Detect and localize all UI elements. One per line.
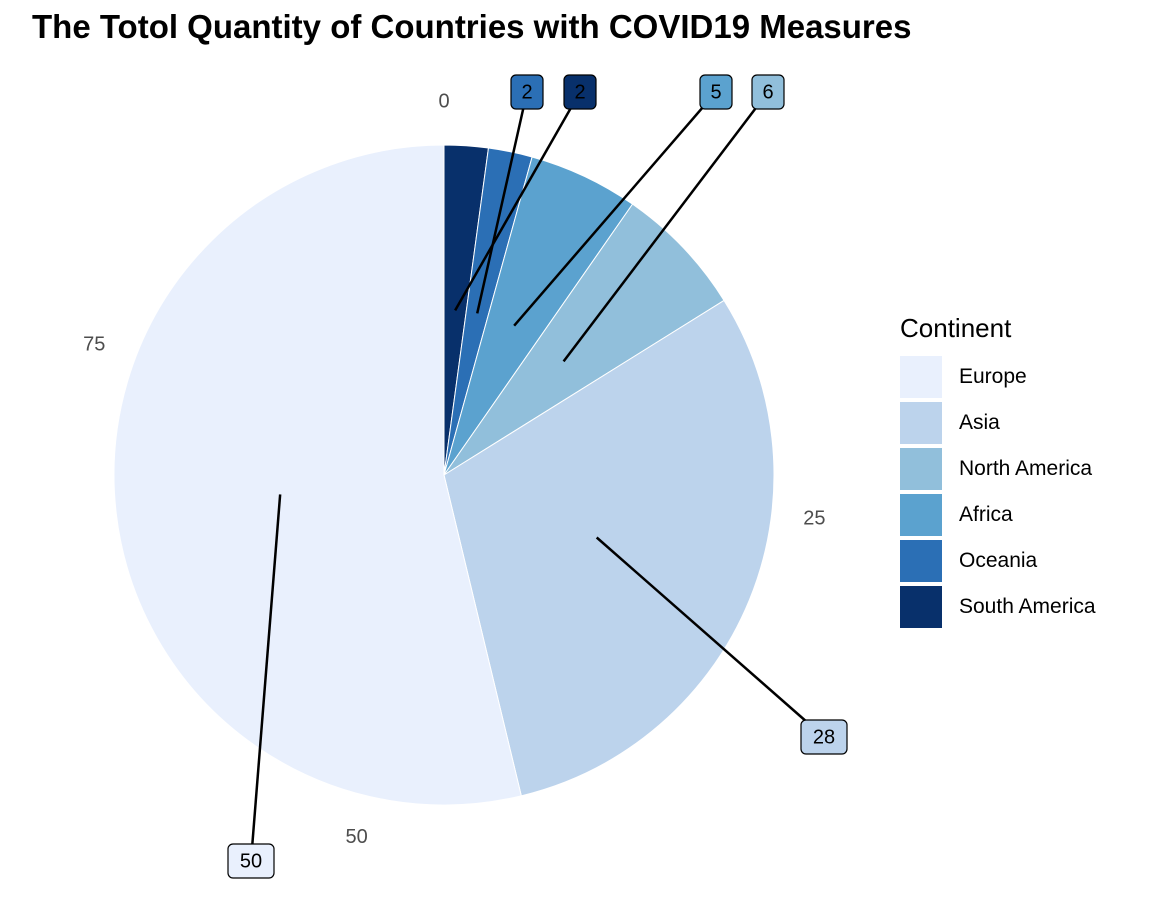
- legend-swatch: [900, 494, 942, 536]
- data-label-europe: 50: [227, 843, 275, 879]
- leader-line-asia: [595, 536, 825, 738]
- legend-swatch: [900, 540, 942, 582]
- data-label-value: 28: [813, 726, 835, 748]
- angle-ticks: 0 25 50 75: [83, 90, 825, 848]
- data-label-value: 2: [574, 81, 585, 103]
- data-label-africa: 5: [699, 74, 733, 110]
- data-label-box: [227, 843, 275, 879]
- pie-slice-north-america: [443, 203, 725, 476]
- legend-label: Africa: [959, 503, 1013, 526]
- legend-item-asia: Asia: [900, 400, 1096, 446]
- angle-tick: 75: [83, 334, 105, 356]
- legend-item-south-america: South America: [900, 584, 1096, 630]
- data-label-value: 5: [710, 81, 721, 103]
- leader-line-africa: [513, 91, 717, 327]
- angle-tick: 0: [438, 90, 449, 112]
- legend-title: Continent: [900, 313, 1012, 343]
- legend-label: Oceania: [959, 549, 1038, 572]
- label-leaders: [249, 91, 825, 862]
- legend-label: Europe: [959, 365, 1027, 388]
- legend-label: Asia: [959, 411, 1000, 434]
- legend-item-north-america: North America: [900, 446, 1096, 492]
- legend-items: Europe Asia North America Africa Oceania Sout…: [900, 354, 1096, 630]
- legend-swatch: [900, 402, 942, 444]
- legend-item-europe: Europe: [900, 354, 1096, 400]
- data-label-oceania: 2: [510, 74, 544, 110]
- angle-tick: 25: [803, 507, 825, 529]
- data-label-box: [699, 74, 733, 110]
- leader-line-oceania: [475, 91, 529, 314]
- legend-item-oceania: Oceania: [900, 538, 1096, 584]
- data-label-value: 6: [762, 81, 773, 103]
- data-label-asia: 28: [800, 719, 848, 755]
- angle-tick: 50: [345, 826, 367, 848]
- legend: Continent Europe Asia North America Africa O…: [900, 313, 1096, 630]
- chart-title: The Totol Quantity of Countries with COV…: [32, 8, 912, 45]
- data-label-box: [751, 74, 785, 110]
- leader-line-europe: [249, 494, 282, 862]
- data-label-south-america: 2: [563, 74, 597, 110]
- legend-item-africa: Africa: [900, 492, 1096, 538]
- data-label-box: [800, 719, 848, 755]
- pie-slices: [113, 144, 775, 806]
- legend-swatch: [900, 356, 942, 398]
- legend-swatch: [900, 586, 942, 628]
- pie-slice-europe: [113, 144, 522, 806]
- leader-line-south-america: [454, 91, 582, 311]
- data-label-north-america: 6: [751, 74, 785, 110]
- data-label-box: [510, 74, 544, 110]
- legend-label: South America: [959, 595, 1096, 618]
- leader-line-north-america: [562, 91, 769, 363]
- data-label-value: 50: [240, 850, 262, 872]
- data-label-box: [563, 74, 597, 110]
- legend-label: North America: [959, 457, 1093, 480]
- data-label-value: 2: [521, 81, 532, 103]
- legend-swatch: [900, 448, 942, 490]
